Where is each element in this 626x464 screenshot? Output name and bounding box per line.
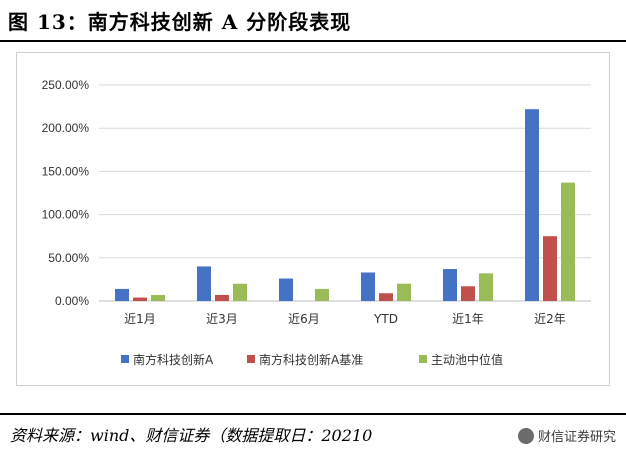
watermark: 财信证券研究 bbox=[515, 426, 618, 445]
x-tick-label: 近1年 bbox=[452, 312, 484, 326]
bars bbox=[115, 109, 575, 301]
x-tick-label: 近1月 bbox=[124, 312, 156, 326]
bar bbox=[197, 266, 211, 301]
legend-label: 南方科技创新A基准 bbox=[259, 352, 363, 367]
bar bbox=[315, 288, 329, 301]
title-rule bbox=[0, 40, 626, 42]
bar bbox=[279, 278, 293, 301]
y-tick-label: 0.00% bbox=[55, 294, 89, 308]
legend: 南方科技创新A 南方科技创新A基准 主动池中位值 bbox=[121, 352, 503, 367]
bar bbox=[479, 273, 493, 301]
bar bbox=[133, 297, 147, 301]
source-rule bbox=[0, 413, 626, 415]
bar bbox=[215, 294, 229, 301]
legend-swatch bbox=[419, 355, 427, 363]
bar bbox=[543, 236, 557, 301]
bar bbox=[233, 283, 247, 301]
bar bbox=[525, 109, 539, 301]
bar bbox=[561, 182, 575, 301]
legend-swatch bbox=[121, 355, 129, 363]
grid-lines bbox=[99, 84, 591, 302]
y-tick-label: 200.00% bbox=[42, 121, 90, 135]
watermark-text: 财信证券研究 bbox=[537, 430, 616, 445]
x-tick-label: YTD bbox=[373, 312, 398, 326]
bar bbox=[397, 283, 411, 301]
y-tick-label: 100.00% bbox=[42, 208, 90, 222]
bar bbox=[151, 294, 165, 301]
bar bbox=[461, 286, 475, 301]
legend-swatch bbox=[247, 355, 255, 363]
figure-title: 图 13：南方科技创新 A 分阶段表现 bbox=[8, 10, 352, 34]
chart-frame: 0.00% 50.00% 100.00% 150.00% 200.00% 250.00% … bbox=[16, 52, 610, 386]
x-tick-label: 近6月 bbox=[288, 312, 320, 326]
y-tick-label: 50.00% bbox=[48, 251, 89, 265]
source-tail: 0 bbox=[362, 426, 373, 445]
y-tick-label: 150.00% bbox=[42, 164, 90, 178]
source-text: 资料来源：wind、财信证券（数据提取日：2021 bbox=[10, 426, 363, 445]
watermark-logo-icon bbox=[517, 427, 534, 444]
x-axis-ticks: 近1月 近3月 近6月 YTD 近1年 近2年 bbox=[124, 312, 566, 326]
legend-label: 南方科技创新A bbox=[133, 352, 214, 367]
y-tick-label: 250.00% bbox=[42, 78, 90, 92]
source-note: 资料来源：wind、财信证券（数据提取日：20210 bbox=[10, 422, 372, 446]
y-axis-ticks: 0.00% 50.00% 100.00% 150.00% 200.00% 250.00% bbox=[42, 78, 90, 308]
bar bbox=[361, 272, 375, 301]
bar bbox=[443, 269, 457, 301]
x-tick-label: 近3月 bbox=[206, 312, 238, 326]
bar bbox=[379, 293, 393, 301]
bar bbox=[115, 288, 129, 301]
x-tick-label: 近2年 bbox=[534, 312, 566, 326]
bar-chart: 0.00%50.00%100.00%150.00%200.00%250.00% … bbox=[42, 78, 591, 367]
legend-label: 主动池中位值 bbox=[431, 352, 503, 367]
